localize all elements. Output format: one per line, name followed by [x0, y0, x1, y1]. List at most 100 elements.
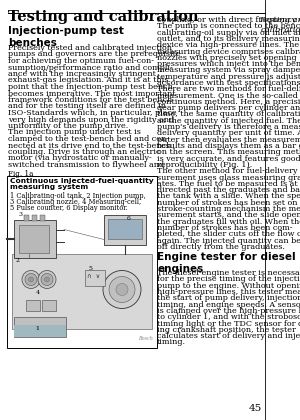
Text: uniformity of the pump drive.: uniformity of the pump drive.	[8, 122, 128, 130]
Text: calibrating-oil supply via oil inlet and: calibrating-oil supply via oil inlet and	[157, 29, 300, 37]
Text: surement starts, and the slide opens and: surement starts, and the slide opens and	[157, 211, 300, 219]
Text: Bosch: Bosch	[138, 336, 153, 341]
Text: for the precise timing of the injection: for the precise timing of the injection	[157, 276, 300, 284]
Text: again. The injected quantity can be read: again. The injected quantity can be read	[157, 236, 300, 244]
Text: to cylinder 1, and with the stroboscopic: to cylinder 1, and with the stroboscopic	[157, 313, 300, 321]
Circle shape	[22, 270, 40, 289]
Circle shape	[44, 277, 50, 282]
Circle shape	[103, 270, 141, 309]
Bar	[7, 176, 157, 347]
Text: device via high-pressure lines. The: device via high-pressure lines. The	[157, 41, 299, 49]
Text: The injection pump under test is: The injection pump under test is	[8, 129, 141, 137]
Text: ing crankshaft position, the tester: ing crankshaft position, the tester	[157, 326, 296, 334]
Circle shape	[25, 273, 37, 286]
Text: Testing and
calibration: Testing and calibration	[259, 16, 300, 34]
Text: temperature and pressure is adjusted in: temperature and pressure is adjusted in	[157, 73, 300, 81]
Text: directed past the graduates and back to: directed past the graduates and back to	[157, 186, 300, 194]
Text: is clamped over the high-pressure line: is clamped over the high-pressure line	[157, 307, 300, 315]
Text: exhaust-gas legislation. And it is at this: exhaust-gas legislation. And it is at th…	[8, 76, 168, 84]
Text: high-pressure lines, this tester measures: high-pressure lines, this tester measure…	[157, 288, 300, 296]
Bar	[108, 218, 142, 239]
Text: sumption/performance ratio and compli-: sumption/performance ratio and compli-	[8, 63, 173, 71]
Text: surement uses glass measuring gradu-: surement uses glass measuring gradu-	[157, 173, 300, 181]
Text: motor (via hydrostatic or manually-: motor (via hydrostatic or manually-	[8, 155, 152, 163]
Text: coupling. Drive is through an electric: coupling. Drive is through an electric	[8, 148, 160, 156]
Text: is very accurate, and features good: is very accurate, and features good	[157, 155, 300, 163]
Text: 3 Calibrating nozzle, 4 Measuring-cell,: 3 Calibrating nozzle, 4 Measuring-cell,	[10, 198, 141, 206]
Text: 1: 1	[35, 326, 39, 331]
Text: number of strokes has been set on the: number of strokes has been set on the	[157, 199, 300, 207]
Text: 3: 3	[18, 212, 22, 216]
Bar	[12, 254, 152, 328]
Text: timing light or the TDC sensor for detect-: timing light or the TDC sensor for detec…	[157, 320, 300, 328]
Text: pump's delivery is therefore a measure of: pump's delivery is therefore a measure o…	[157, 123, 300, 131]
Text: on the screen. This measuring method: on the screen. This measuring method	[157, 148, 300, 156]
Text: ates. The fuel to be measured is at first: ates. The fuel to be measured is at firs…	[157, 180, 300, 188]
Circle shape	[109, 276, 135, 302]
Text: reproducibility (Fig. 1).: reproducibility (Fig. 1).	[157, 161, 252, 169]
Bar	[104, 215, 146, 244]
Bar	[85, 270, 105, 286]
Text: outlet, and to its delivery measuring: outlet, and to its delivery measuring	[157, 35, 300, 43]
Text: The other method for fuel-delivery mea-: The other method for fuel-delivery mea-	[157, 167, 300, 175]
Text: the start of pump delivery, injection: the start of pump delivery, injection	[157, 294, 300, 302]
Text: 4: 4	[36, 289, 40, 294]
Text: and for the testing itself are defined in: and for the testing itself are defined i…	[8, 102, 166, 110]
Text: becomes imperative. The most important: becomes imperative. The most important	[8, 89, 175, 97]
Text: 1 Calibrating-oil tank, 2 Injection pump,: 1 Calibrating-oil tank, 2 Injection pump…	[10, 192, 146, 200]
Text: 45: 45	[249, 404, 262, 413]
Text: the graduates fill with oil. When the set: the graduates fill with oil. When the se…	[157, 218, 300, 226]
Text: delivery quantity per unit of time. A com-: delivery quantity per unit of time. A co…	[157, 129, 300, 137]
Text: as the quantity of injected fuel. The gear: as the quantity of injected fuel. The ge…	[157, 117, 300, 125]
Text: Testing and calibration: Testing and calibration	[8, 10, 199, 24]
Text: time, the same quantity of calibrating-oil: time, the same quantity of calibrating-o…	[157, 110, 300, 118]
Text: nozzles with precisely set opening: nozzles with precisely set opening	[157, 54, 297, 62]
Bar	[14, 325, 66, 336]
Text: The diesel-engine tester is necessary: The diesel-engine tester is necessary	[157, 269, 300, 277]
Text: gear pump delivers per cylinder and unit of: gear pump delivers per cylinder and unit…	[157, 104, 300, 112]
Bar	[14, 220, 56, 257]
Text: results and displays them as a bar chart: results and displays them as a bar chart	[157, 142, 300, 150]
Text: The pump is connected to the bench's: The pump is connected to the bench's	[157, 22, 300, 30]
Text: timing.: timing.	[157, 339, 186, 346]
Text: 5 Pulse counter, 6 Display monitor.: 5 Pulse counter, 6 Display monitor.	[10, 205, 128, 213]
Text: timing, and engine speeds. A sensor: timing, and engine speeds. A sensor	[157, 301, 300, 309]
Bar	[24, 215, 29, 220]
Text: 2: 2	[16, 258, 20, 263]
Text: very high demands upon the rigidity and: very high demands upon the rigidity and	[8, 116, 174, 123]
Text: Fig. 1a: Fig. 1a	[8, 170, 33, 178]
Text: stroke-counting mechanism the mea-: stroke-counting mechanism the mea-	[157, 205, 300, 213]
Text: Engine tester for diesel
engines: Engine tester for diesel engines	[157, 252, 296, 274]
Text: pressures which inject into the bench's: pressures which inject into the bench's	[157, 60, 300, 68]
Text: Injection-pump test
benches: Injection-pump test benches	[8, 26, 124, 48]
Bar	[19, 225, 49, 252]
Circle shape	[38, 270, 56, 289]
Text: measurement. One is the so-called: measurement. One is the so-called	[157, 92, 298, 100]
Text: ance with the increasingly stringent: ance with the increasingly stringent	[8, 70, 156, 78]
Text: continuous method. Here, a precision: continuous method. Here, a precision	[157, 98, 300, 106]
Text: ∩  ∨: ∩ ∨	[87, 275, 100, 279]
Text: ISO-Standards which, in particular, place: ISO-Standards which, in particular, plac…	[8, 109, 177, 117]
Text: Precisely tested and calibrated injection: Precisely tested and calibrated injectio…	[8, 44, 172, 52]
Text: measuring system via spray dampers. Oil: measuring system via spray dampers. Oil	[157, 66, 300, 74]
Text: coupling, or with direct frequency control).: coupling, or with direct frequency contr…	[157, 16, 300, 24]
Text: measuring device comprises calibrating: measuring device comprises calibrating	[157, 47, 300, 55]
Text: for achieving the optimum fuel-con-: for achieving the optimum fuel-con-	[8, 57, 154, 65]
Text: measuring system: measuring system	[10, 184, 88, 191]
Text: puter then evaluates the measurement: puter then evaluates the measurement	[157, 136, 300, 144]
Text: pumps and governors are the prerequisite: pumps and governors are the prerequisite	[8, 50, 181, 58]
Text: framework conditions for the test bench: framework conditions for the test bench	[8, 96, 172, 104]
Bar	[26, 299, 40, 310]
Text: number of strokes has been com-: number of strokes has been com-	[157, 224, 292, 232]
Text: pleted, the slider cuts off the flow of oil: pleted, the slider cuts off the flow of …	[157, 230, 300, 238]
Bar	[40, 215, 45, 220]
Bar	[32, 215, 37, 220]
Circle shape	[28, 277, 34, 282]
Text: pump to the engine. Without opening the: pump to the engine. Without opening the	[157, 282, 300, 290]
Text: the tank with a slide. When the specified: the tank with a slide. When the specifie…	[157, 192, 300, 200]
Text: clamped to the test-bench bed and con-: clamped to the test-bench bed and con-	[8, 135, 169, 143]
Text: switched transmission to flywheel and: switched transmission to flywheel and	[8, 161, 164, 169]
Text: off directly from the graduates.: off directly from the graduates.	[157, 243, 285, 251]
Text: Continuous injected-fuel-quantity: Continuous injected-fuel-quantity	[10, 178, 154, 184]
Text: calculates start of delivery and injection: calculates start of delivery and injecti…	[157, 332, 300, 340]
